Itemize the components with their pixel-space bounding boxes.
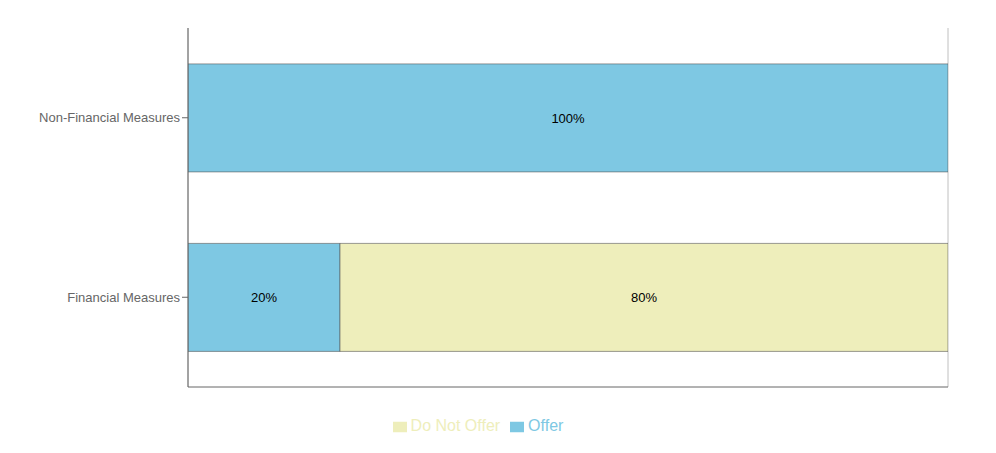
html-text:Do Not Offer: Do Not Offer — [410, 417, 501, 434]
html-text:Offer: Offer — [528, 417, 564, 434]
svg-text:20%: 20% — [251, 290, 277, 305]
svg-text:Non-Financial Measures: Non-Financial Measures — [39, 110, 180, 125]
svg-text:100%: 100% — [551, 111, 585, 126]
svg-text:Financial Measures: Financial Measures — [67, 290, 180, 305]
svg-text:80%: 80% — [631, 290, 657, 305]
